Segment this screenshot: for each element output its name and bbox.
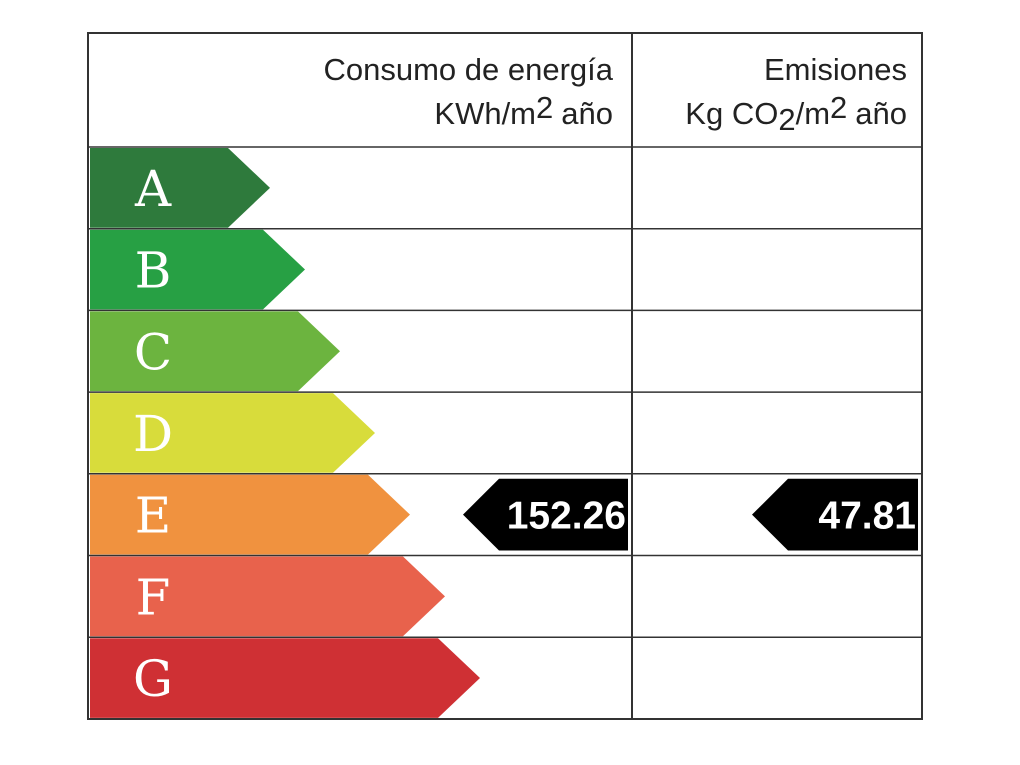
rating-arrow bbox=[90, 638, 480, 718]
energy-unit: KWh/m2 año bbox=[434, 90, 613, 131]
rating-arrow bbox=[90, 311, 340, 392]
unit-part: /m bbox=[796, 96, 830, 131]
value-arrow bbox=[463, 478, 628, 551]
rating-letter: F bbox=[136, 568, 171, 626]
unit-part: año bbox=[855, 96, 907, 131]
table-border bbox=[87, 32, 923, 720]
unit-part: año bbox=[561, 96, 613, 131]
rating-arrow bbox=[90, 556, 445, 637]
rating-letter: G bbox=[133, 650, 173, 708]
value-label: 47.81 bbox=[818, 495, 916, 538]
rating-arrow bbox=[90, 229, 305, 310]
rating-arrow bbox=[90, 148, 270, 228]
unit-part: 2 bbox=[830, 90, 847, 125]
rating-arrow bbox=[90, 474, 410, 555]
emissions-title: Emisiones bbox=[764, 52, 907, 87]
unit-part: Kg CO bbox=[685, 96, 778, 131]
unit-part: KWh/m bbox=[434, 96, 536, 131]
unit-part: 2 bbox=[536, 90, 553, 125]
rating-letter: D bbox=[133, 405, 173, 463]
rating-letter: E bbox=[135, 487, 172, 545]
unit-part: 2 bbox=[778, 102, 795, 137]
energy-title: Consumo de energía bbox=[323, 52, 613, 87]
rating-letter: B bbox=[135, 242, 172, 300]
rating-letter: A bbox=[134, 160, 172, 218]
rating-letter: C bbox=[134, 323, 172, 381]
rating-arrow bbox=[90, 393, 375, 473]
value-arrow bbox=[752, 478, 918, 551]
emissions-unit: Kg CO2/m2 año bbox=[685, 90, 907, 137]
value-label: 152.26 bbox=[507, 495, 626, 538]
